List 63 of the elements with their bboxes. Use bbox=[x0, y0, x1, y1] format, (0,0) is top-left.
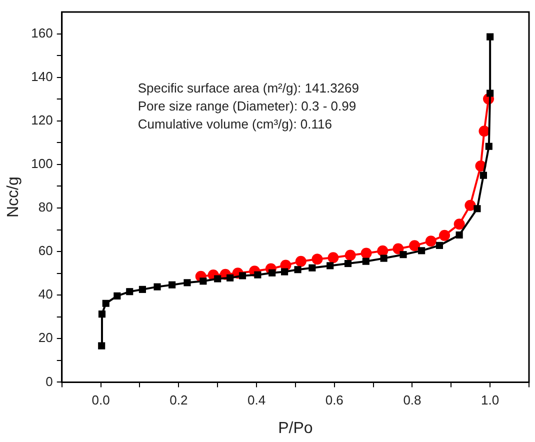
y-tick-label: 160 bbox=[31, 25, 53, 40]
point bbox=[214, 275, 222, 282]
point bbox=[478, 126, 490, 137]
y-tick-label: 60 bbox=[38, 243, 53, 258]
point bbox=[295, 256, 306, 267]
point bbox=[480, 172, 487, 179]
y-tick-label: 20 bbox=[38, 330, 53, 346]
point bbox=[328, 252, 339, 264]
point bbox=[362, 258, 370, 265]
point bbox=[98, 310, 106, 318]
x-tick-label: 0.6 bbox=[325, 392, 344, 408]
y-tick-label: 120 bbox=[31, 112, 53, 128]
point bbox=[464, 200, 476, 211]
point bbox=[400, 251, 407, 258]
y-tick-label: 0 bbox=[46, 374, 53, 389]
point bbox=[344, 250, 356, 261]
point bbox=[360, 248, 372, 259]
point bbox=[392, 243, 404, 254]
point bbox=[312, 254, 323, 265]
point bbox=[326, 262, 334, 270]
point bbox=[154, 283, 161, 290]
point bbox=[200, 278, 207, 285]
point bbox=[226, 274, 234, 282]
point bbox=[436, 242, 444, 249]
point bbox=[98, 342, 106, 350]
x-tick-label: 1.0 bbox=[481, 392, 500, 408]
y-tick-label: 140 bbox=[31, 68, 53, 84]
y-tick-label: 100 bbox=[31, 156, 53, 172]
point bbox=[308, 264, 316, 272]
annotation: Specific surface area (m²/g): 141.3269 bbox=[138, 80, 359, 96]
annotation: Cumulative volume (cm³/g): 0.116 bbox=[138, 116, 332, 132]
y-tick-label: 40 bbox=[38, 286, 53, 302]
point bbox=[268, 269, 276, 276]
point bbox=[138, 286, 146, 293]
point bbox=[456, 231, 463, 239]
x-tick-label: 0.0 bbox=[92, 392, 110, 408]
x-tick-label: 0.2 bbox=[170, 392, 188, 408]
point bbox=[486, 90, 494, 97]
point bbox=[439, 230, 450, 241]
point bbox=[380, 254, 388, 262]
point bbox=[238, 272, 246, 280]
point bbox=[425, 236, 436, 247]
point bbox=[418, 247, 426, 254]
point bbox=[126, 288, 134, 296]
y-axis-title: Ncc/g bbox=[5, 176, 22, 218]
point bbox=[102, 300, 110, 307]
x-axis-title: P/Po bbox=[278, 420, 313, 437]
point bbox=[281, 268, 288, 276]
x-tick-label: 0.4 bbox=[247, 392, 266, 408]
point bbox=[454, 218, 465, 230]
point bbox=[409, 240, 420, 252]
point bbox=[474, 205, 481, 212]
annotation: Pore size range (Diameter): 0.3 - 0.99 bbox=[138, 98, 356, 114]
x-tick-label: 0.8 bbox=[403, 392, 422, 408]
point bbox=[168, 281, 176, 288]
y-tick-label: 80 bbox=[38, 200, 53, 215]
point bbox=[377, 245, 388, 256]
point bbox=[486, 33, 494, 40]
point bbox=[114, 292, 121, 300]
point bbox=[294, 266, 302, 274]
point bbox=[184, 279, 191, 286]
point bbox=[344, 260, 352, 268]
point bbox=[485, 142, 492, 150]
